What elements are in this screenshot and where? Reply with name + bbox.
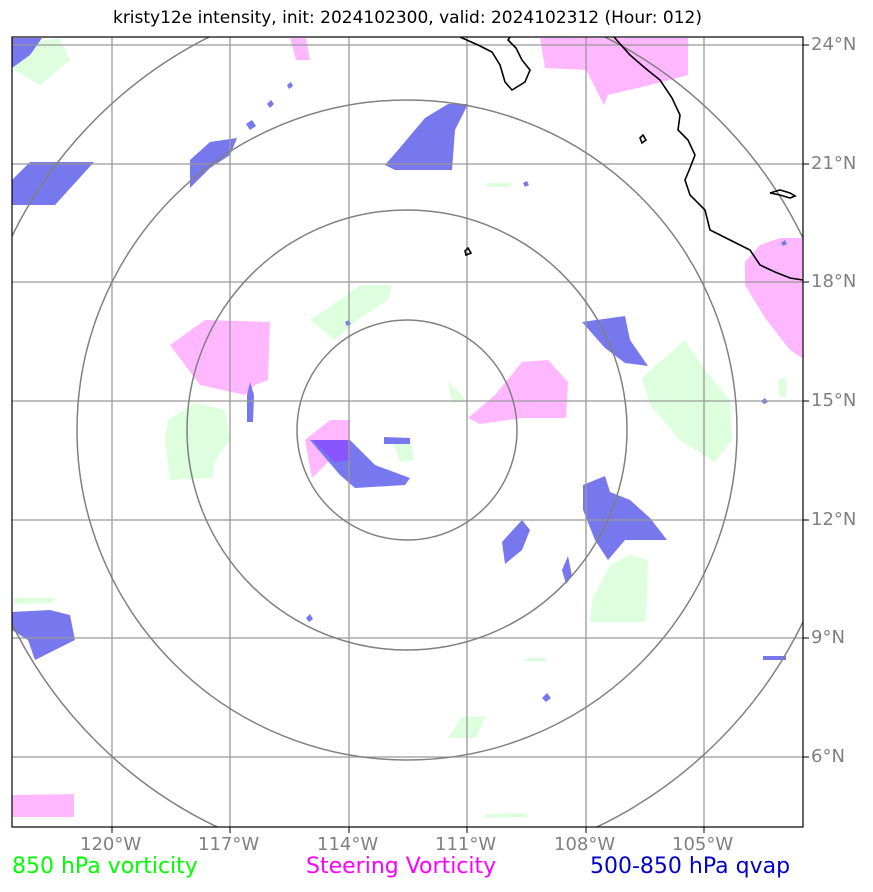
graticule bbox=[12, 37, 803, 827]
map-title: kristy12e intensity, init: 2024102300, v… bbox=[112, 8, 703, 28]
map-frame bbox=[11, 36, 804, 828]
lon-label-105w: 105°W bbox=[672, 834, 734, 855]
legend-850-vorticity: 850 hPa vorticity bbox=[12, 854, 198, 879]
range-ring-2 bbox=[186, 209, 628, 651]
lon-label-120w: 120°W bbox=[80, 834, 142, 855]
lon-label-114w: 114°W bbox=[317, 834, 379, 855]
overlap-fill bbox=[312, 440, 350, 462]
lat-label-12n: 12°N bbox=[811, 509, 857, 530]
lat-label-18n: 18°N bbox=[811, 271, 857, 292]
lat-label-6n: 6°N bbox=[811, 746, 845, 767]
lat-label-24n: 24°N bbox=[811, 34, 857, 55]
lat-label-9n: 9°N bbox=[811, 627, 845, 648]
lon-label-117w: 117°W bbox=[198, 834, 260, 855]
map-content bbox=[12, 37, 803, 827]
coastline bbox=[459, 37, 803, 281]
lat-label-15n: 15°N bbox=[811, 390, 857, 411]
range-rings bbox=[12, 37, 803, 827]
lon-label-111w: 111°W bbox=[435, 834, 497, 855]
range-ring-3 bbox=[76, 99, 738, 761]
lat-label-21n: 21°N bbox=[811, 153, 857, 174]
legend-steering-vorticity: Steering Vorticity bbox=[306, 854, 497, 879]
axis-ticks bbox=[111, 44, 809, 833]
legend-qvap: 500-850 hPa qvap bbox=[590, 854, 791, 879]
range-ring-1 bbox=[296, 319, 518, 541]
lon-label-108w: 108°W bbox=[554, 834, 616, 855]
